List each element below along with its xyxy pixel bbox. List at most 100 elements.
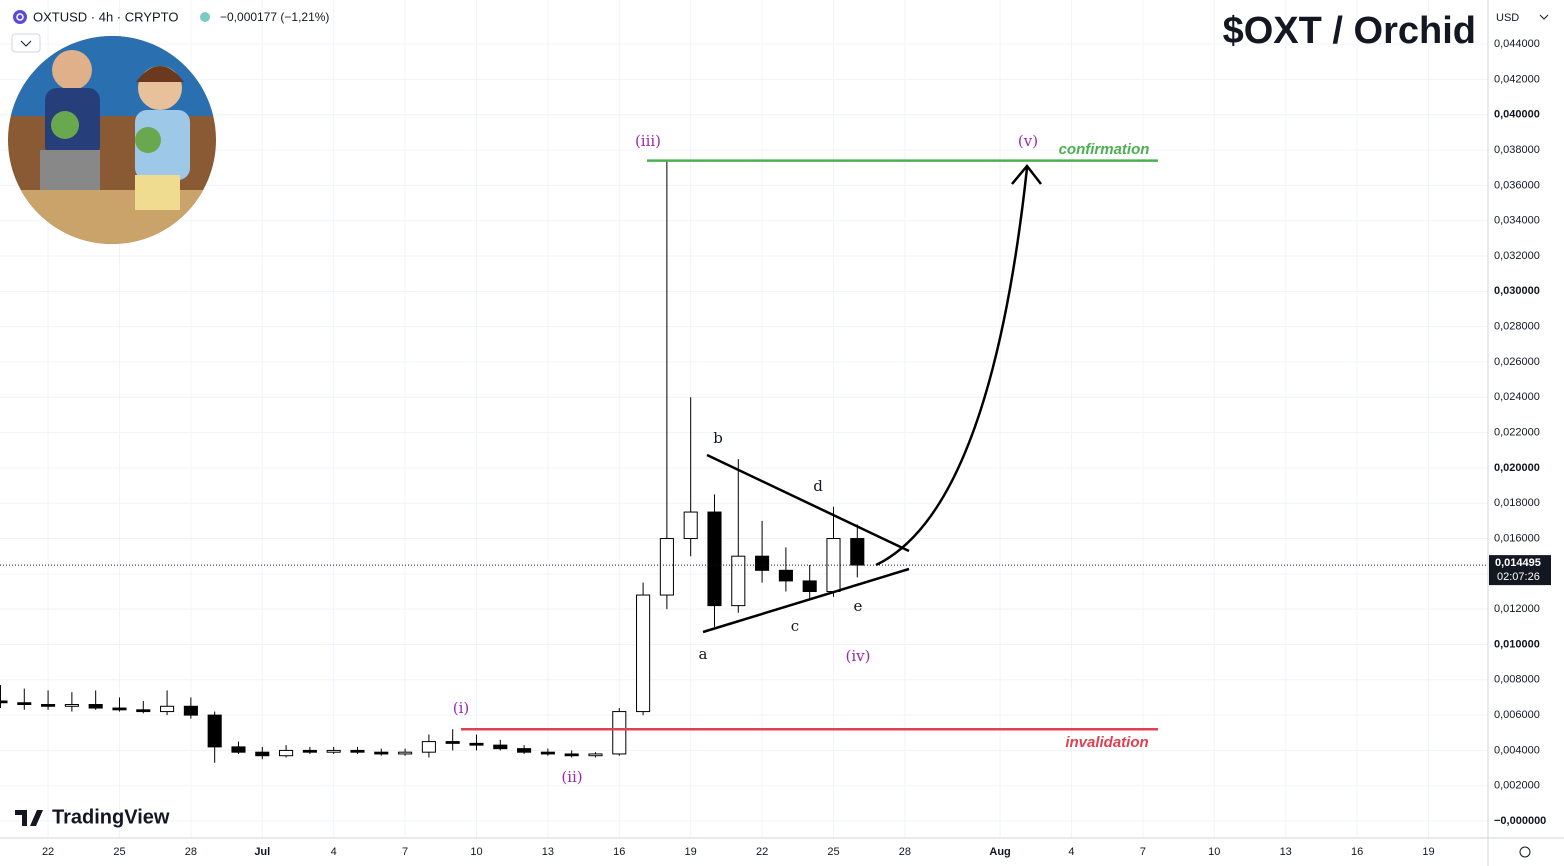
candle-body: [540, 751, 555, 755]
candle-body: [802, 580, 817, 593]
candle-body: [136, 709, 151, 713]
y-tick-label: 0,020000: [1494, 462, 1540, 474]
candle-body: [636, 594, 651, 713]
x-tick-label: 19: [685, 846, 697, 858]
candle-body: [279, 749, 294, 757]
wave-label: d: [813, 477, 823, 495]
level-label: confirmation: [1059, 141, 1150, 158]
candle-body: [350, 749, 365, 753]
y-tick-label: 0,026000: [1494, 356, 1540, 368]
wave-label: e: [854, 597, 863, 615]
chevron: [20, 40, 32, 47]
candle-body: [160, 705, 175, 713]
symbol: OXTUSD · 4h · CRYPTO: [33, 9, 178, 24]
title: $OXT / Orchid: [1223, 10, 1476, 52]
x-tick-label: 7: [1140, 846, 1146, 858]
x-tick-label: 28: [899, 846, 911, 858]
candle-body: [17, 702, 32, 706]
y-tick-label: 0,038000: [1494, 144, 1540, 156]
brand-logo: [15, 810, 43, 826]
candle-body: [398, 751, 413, 755]
candle-body: [778, 569, 793, 582]
candle-body: [517, 748, 532, 753]
last-price-box: [1489, 555, 1551, 586]
y-tick-label: 0,006000: [1494, 709, 1540, 721]
x-tick-label: Aug: [989, 846, 1010, 858]
candle-body: [0, 700, 8, 704]
y-tick-label: 0,018000: [1494, 497, 1540, 509]
y-tick-label: 0,028000: [1494, 321, 1540, 333]
candle-body: [64, 704, 79, 707]
x-tick-label: 19: [1422, 846, 1434, 858]
chevron: [1539, 14, 1549, 20]
arrow-head: [1011, 164, 1042, 185]
candle-body: [731, 555, 746, 607]
candle-body: [469, 742, 484, 746]
candle-body: [41, 704, 56, 707]
candle-body: [183, 705, 198, 716]
candle-body: [707, 511, 722, 607]
triangle-upper: [706, 453, 910, 553]
x-tick-label: 13: [1280, 846, 1292, 858]
brand: TradingView: [52, 806, 170, 828]
x-tick-label: 22: [42, 846, 54, 858]
y-tick-label: 0,024000: [1494, 391, 1540, 403]
y-tick-label: 0,004000: [1494, 744, 1540, 756]
avatar: [8, 36, 216, 244]
axes: −0,000000 0,002000 0,004000 0,006000 0,00800…: [42, 38, 1546, 858]
candle-body: [564, 753, 579, 757]
level-label: invalidation: [1065, 734, 1148, 751]
wave-label: (iv): [846, 647, 871, 665]
wave-label: b: [713, 429, 723, 447]
y-tick-label: 0,002000: [1494, 780, 1540, 792]
triangle-lower: [702, 567, 910, 634]
collapse-button[interactable]: [11, 33, 41, 53]
x-tick-label: 10: [1208, 846, 1220, 858]
candle-body: [231, 746, 246, 753]
y-tick-label: 0,042000: [1494, 73, 1540, 85]
candle-body: [255, 751, 270, 757]
x-tick-label: Jul: [254, 846, 270, 858]
status-dot: [200, 12, 210, 22]
x-tick-label: 25: [113, 846, 125, 858]
candle-body: [612, 711, 627, 755]
x-tick-label: 4: [1068, 846, 1074, 858]
x-tick-label: 28: [185, 846, 197, 858]
currency: USD: [1496, 12, 1519, 24]
candle-body: [421, 741, 436, 753]
candle-body: [326, 749, 341, 753]
x-tick-label: 10: [470, 846, 482, 858]
y-tick-label: 0,008000: [1494, 674, 1540, 686]
x-tick-label: 4: [331, 846, 337, 858]
symbol-logo: [13, 10, 27, 24]
y-tick-label: 0,036000: [1494, 179, 1540, 191]
last-price-label: 0,014495: [1495, 557, 1541, 569]
annotations: confirmation invalidation (i) (ii) (iii) (iv)…: [0, 132, 1488, 786]
y-tick-label: 0,012000: [1494, 603, 1540, 615]
y-tick-label: 0,016000: [1494, 532, 1540, 544]
wave-label: (i): [453, 699, 470, 717]
candle-body: [88, 704, 103, 709]
y-tick-label: 0,010000: [1494, 638, 1540, 650]
x-tick-label: 25: [827, 846, 839, 858]
wave-label: c: [791, 617, 799, 635]
y-tick-label: 0,044000: [1494, 38, 1540, 50]
candle-body: [302, 749, 317, 753]
candle-body: [445, 741, 460, 744]
x-tick-label: 13: [542, 846, 554, 858]
countdown: 02:07:26: [1497, 571, 1540, 583]
x-tick-label: 7: [402, 846, 408, 858]
settings-icon[interactable]: [1519, 846, 1531, 858]
y-tick-label: 0,034000: [1494, 215, 1540, 227]
y-tick-label: −0,000000: [1494, 815, 1546, 827]
x-tick-label: 16: [613, 846, 625, 858]
projection-arrow: [875, 167, 1029, 567]
change: −0,000177 (−1,21%): [220, 10, 329, 24]
symbol-logo: [16, 13, 24, 21]
x-tick-label: 16: [1351, 846, 1363, 858]
drawings: [702, 164, 1042, 634]
wave-label: (v): [1018, 132, 1038, 150]
candle-body: [374, 751, 389, 755]
candle-body: [588, 753, 603, 757]
